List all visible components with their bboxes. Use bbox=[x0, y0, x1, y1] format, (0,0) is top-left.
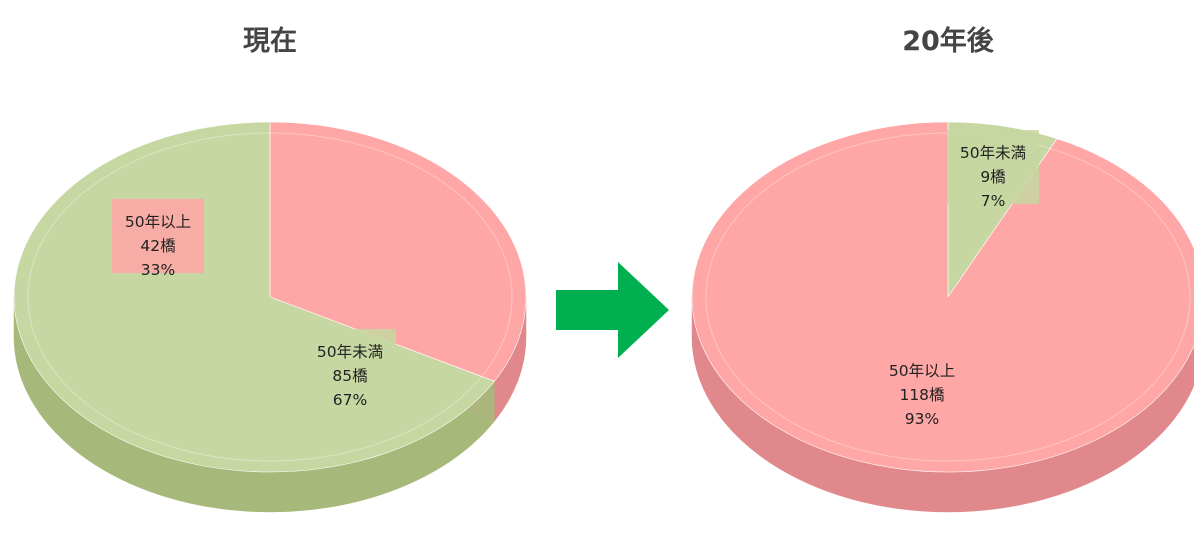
data-label: 42橋 bbox=[140, 237, 176, 255]
data-label: 50年未満 bbox=[960, 144, 1026, 162]
chart-title-future: 20年後 bbox=[902, 25, 995, 57]
chart-title-current: 現在 bbox=[243, 26, 297, 57]
data-label-box bbox=[304, 329, 396, 403]
pie-slice bbox=[269, 121, 527, 382]
data-label: 85橋 bbox=[332, 367, 368, 385]
data-label-box bbox=[947, 130, 1039, 204]
data-label: 50年以上 bbox=[125, 213, 191, 231]
data-label: 50年未満 bbox=[317, 343, 383, 361]
pie-rim bbox=[27, 132, 513, 462]
data-label: 7% bbox=[981, 192, 1006, 210]
data-label: 33% bbox=[141, 261, 175, 279]
pie-chart-current: 50年以上 42橋 33% 50年未満 85橋 67% bbox=[13, 121, 527, 513]
data-label-box bbox=[876, 348, 968, 422]
data-label: 9橋 bbox=[980, 168, 1006, 186]
data-label: 118橋 bbox=[899, 386, 945, 404]
data-label: 50年以上 bbox=[889, 362, 955, 380]
data-label-box bbox=[112, 199, 204, 273]
pie-chart-future: 50年未満 9橋 7% 50年以上 118橋 93% bbox=[691, 121, 1194, 513]
right-arrow-icon bbox=[556, 262, 669, 358]
pie-slice bbox=[691, 121, 1194, 473]
data-label: 67% bbox=[333, 391, 367, 409]
data-label: 93% bbox=[905, 410, 939, 428]
